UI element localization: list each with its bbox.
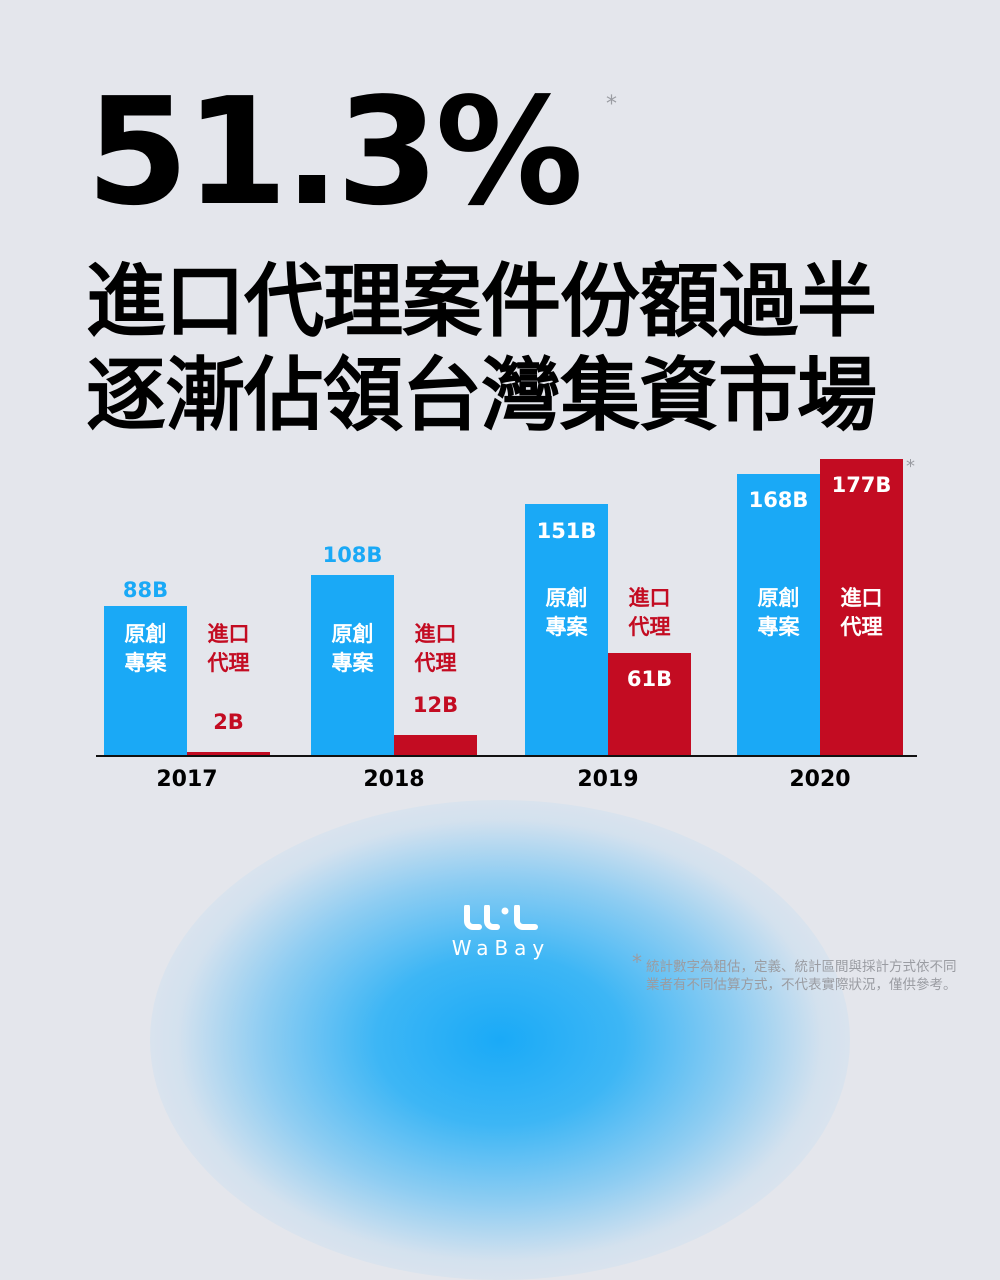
headline-stat: 51.3% xyxy=(86,66,583,238)
category-label-import: 進口 代理 xyxy=(840,586,883,639)
category-label-import: 進口 代理 xyxy=(414,622,457,675)
category-label-import: 進口 代理 xyxy=(207,622,250,675)
value-2019-import: 61B xyxy=(626,667,673,691)
bar-2018-original xyxy=(311,575,394,755)
value-2020-import: 177B xyxy=(831,473,892,497)
category-label-original: 原創 專案 xyxy=(331,622,374,675)
stat-asterisk: * xyxy=(606,92,617,117)
bar-2020-import xyxy=(820,459,903,755)
x-tick-2020: 2020 xyxy=(789,767,851,792)
value-2019-original: 151B xyxy=(536,519,597,543)
footnote-asterisk: * xyxy=(632,950,642,974)
category-label-original: 原創 專案 xyxy=(757,586,800,639)
footnote-line1: 統計數字為粗估，定義、統計區間與採計方式依不同 xyxy=(646,959,957,975)
footnote-line2: 業者有不同估算方式，不代表實際狀況，僅供參考。 xyxy=(646,977,957,993)
bar-asterisk: * xyxy=(906,456,915,477)
background-glow xyxy=(150,800,850,1280)
value-2017-original: 88B xyxy=(122,578,169,602)
headline-line2: 逐漸佔領台灣集資市場 xyxy=(86,349,877,442)
value-2017-import: 2B xyxy=(213,710,244,734)
bar-2017-original xyxy=(104,606,187,755)
bar-2019-import xyxy=(608,653,691,755)
category-label-original: 原創 專案 xyxy=(545,586,588,639)
category-label-original: 原創 專案 xyxy=(124,622,167,675)
category-label-import: 進口 代理 xyxy=(628,586,671,639)
bar-2017-import xyxy=(187,752,270,755)
wabay-logo-icon xyxy=(461,904,541,935)
x-tick-2019: 2019 xyxy=(577,767,639,792)
x-axis-line xyxy=(96,755,917,757)
bar-2018-import xyxy=(394,735,477,755)
headline-line1: 進口代理案件份額過半 xyxy=(86,255,877,348)
bar-2020-original xyxy=(737,474,820,755)
bar-2019-original xyxy=(525,504,608,755)
brand-name: WaBay xyxy=(451,936,551,960)
x-tick-2018: 2018 xyxy=(363,767,425,792)
value-2018-import: 12B xyxy=(412,693,459,717)
x-tick-2017: 2017 xyxy=(156,767,218,792)
value-2018-original: 108B xyxy=(322,543,383,567)
value-2020-original: 168B xyxy=(748,488,809,512)
footnote: 統計數字為粗估，定義、統計區間與採計方式依不同 業者有不同估算方式，不代表實際狀… xyxy=(646,958,957,994)
